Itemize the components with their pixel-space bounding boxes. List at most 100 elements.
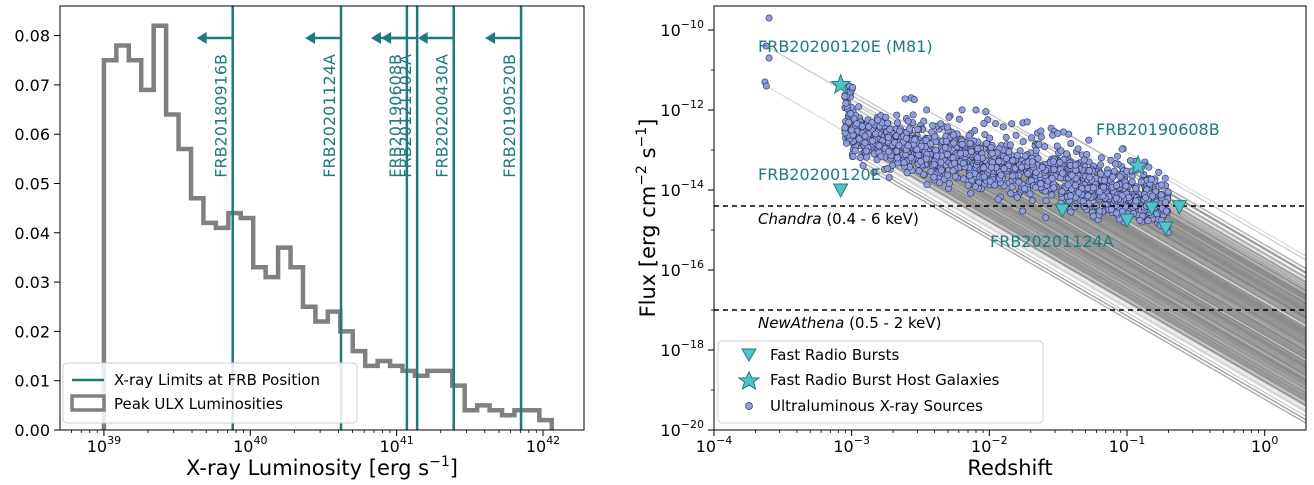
ulx-point [1042,214,1050,222]
ulx-point [1085,167,1093,175]
ulx-point [1147,175,1155,183]
ulx-point [1018,163,1026,171]
ulx-point [1067,208,1075,216]
ulx-point [1041,143,1049,151]
ulx-point [1097,154,1105,162]
ulx-track [946,140,1306,351]
ulx-point [1057,147,1065,155]
left-y-tick-label: 0.03 [14,273,50,292]
ulx-track [851,133,1306,399]
ulx-point [1063,150,1071,158]
ulx-track [1151,181,1306,273]
ulx-point [1107,156,1115,164]
right-plot-frame [713,5,1307,431]
ulx-point [1006,141,1014,149]
ulx-point [937,158,945,166]
frb-limit-arrowhead [305,32,316,44]
ulx-point [949,131,957,139]
ulx-point [1157,191,1165,199]
ulx-track [895,146,1306,386]
left-y-tick-label: 0.00 [14,421,50,440]
frb-markers [829,73,1188,237]
ulx-track [1143,199,1306,295]
ulx-track [853,143,1306,408]
right-y-tick-label: 10−20 [660,418,704,440]
ulx-point [765,54,773,62]
ulx-point [1137,178,1145,186]
ulx-point [1080,156,1088,164]
ulx-track [1068,133,1306,273]
ulx-point [982,139,990,147]
ulx-point [1072,161,1080,169]
ulx-point [929,122,937,130]
ulx-track [888,151,1306,395]
ulx-point [859,162,867,170]
ulx-point [893,154,901,162]
right-chart: 10−4 10−3 10−2 10−1 100 10−20 10−18 10−16 10−14… [634,5,1307,480]
ulx-point [942,137,950,145]
right-x-tick-label: 10−4 [696,434,733,456]
ulx-point [1100,176,1108,184]
left-y-tick-label: 0.07 [14,76,50,95]
ulx-point [1122,182,1130,190]
ulx-point [1019,138,1027,146]
ulx-track [1092,211,1306,337]
ulx-point [1084,192,1092,200]
ulx-track [868,150,1306,406]
right-y-tick-label: 10−10 [660,18,704,40]
ulx-track [883,153,1306,400]
ulx-point [1048,174,1056,182]
ulx-point [964,181,972,189]
ulx-point [1075,189,1083,197]
legend-swatch-host [737,370,761,391]
left-legend: X-ray Limits at FRB Position Peak ULX Lu… [62,362,358,424]
ulx-point [943,171,951,179]
ulx-point [1032,168,1040,176]
ulx-point [951,173,959,181]
ulx-point [1053,142,1061,150]
ulx-track [989,184,1306,370]
ulx-track [981,167,1306,358]
ulx-point [863,153,871,161]
ulx-track [871,149,1306,403]
right-legend-box [717,340,1044,424]
ulx-point [949,167,957,175]
ulx-track [999,177,1306,357]
ulx-point [868,137,876,145]
ulx-point [858,122,866,130]
ulx-track [983,176,1306,365]
ulx-point [1128,178,1136,186]
ulx-point [857,154,865,162]
ulx-track [1145,189,1306,285]
ulx-point [1032,146,1040,154]
ulx-point [994,195,1002,203]
annotation-frb20200120e: FRB20200120E [758,165,881,184]
ulx-track [1080,200,1306,333]
ulx-point [1096,161,1104,169]
ulx-point [1112,160,1120,168]
ulx-point [914,125,922,133]
ulx-point [849,83,857,91]
ulx-point [927,168,935,176]
ulx-track [1158,205,1306,292]
left-x-tick-label: 1040 [233,434,267,456]
legend-label-frb-limit: X-ray Limits at FRB Position [114,371,320,389]
ulx-point [884,134,892,142]
ulx-track [989,180,1306,366]
ulx-track [970,145,1306,342]
ulx-point [930,173,938,181]
right-y-tick-label: 10−12 [660,98,704,120]
ulx-point [967,148,975,156]
ulx-track [1159,224,1306,311]
ulx-point [909,111,917,119]
ulx-track [1164,177,1306,261]
ulx-point [1148,192,1156,200]
ulx-track [1160,194,1306,280]
ulx-point [1002,133,1010,141]
ulx-track [884,148,1306,394]
ulx-track [992,164,1306,348]
ulx-point [904,117,912,125]
ulx-track [934,167,1306,385]
legend-label-ulx: Ultraluminous X-ray Sources [770,397,983,415]
